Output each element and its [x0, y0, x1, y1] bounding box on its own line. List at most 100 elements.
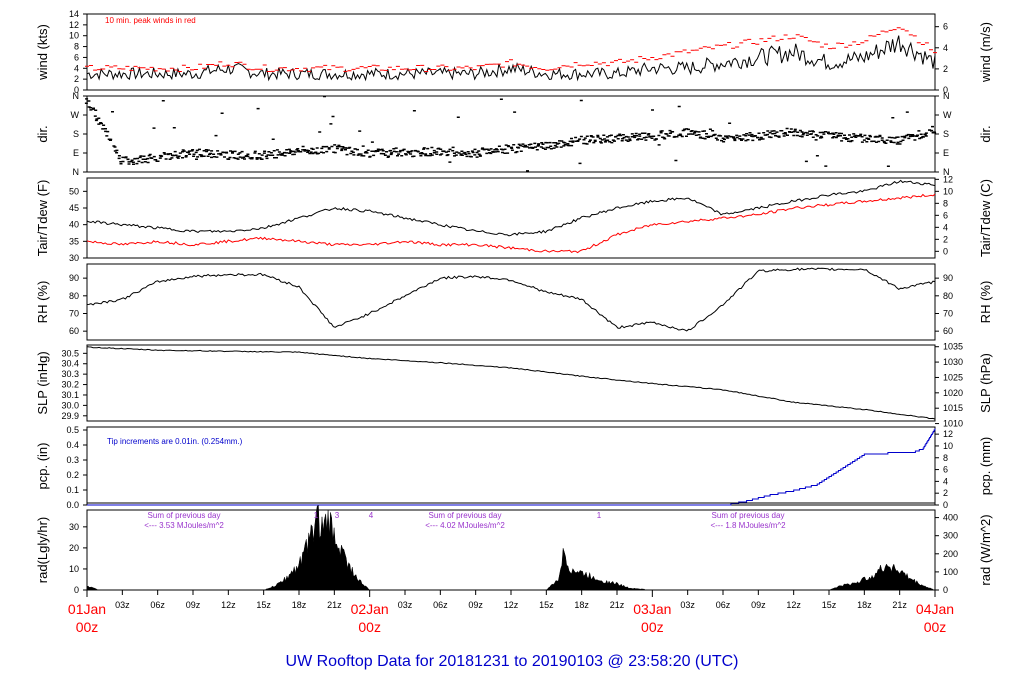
x-day-time: 00z — [358, 619, 381, 635]
y-axis-label-right: pcp. (mm) — [978, 437, 993, 496]
panel-frame — [86, 177, 936, 259]
left-tick-label: 0.5 — [66, 425, 79, 435]
right-tick-label: 2 — [943, 488, 948, 498]
right-tick-label: 4 — [943, 222, 948, 232]
x-tick-label: 18z — [292, 600, 307, 610]
x-tick-label: 06z — [433, 600, 448, 610]
right-tick-label: 200 — [943, 549, 958, 559]
left-tick-label: 10 — [69, 564, 79, 574]
series-wind-direction — [84, 95, 937, 172]
x-tick-label: 21z — [327, 600, 342, 610]
right-tick-label: 90 — [943, 273, 953, 283]
x-day-date: 03Jan — [633, 601, 671, 617]
x-tick-label: 15z — [256, 600, 271, 610]
radiation-sum-value: <--- 3.53 MJoules/m^2 — [144, 521, 224, 530]
x-tick-label: 21z — [610, 600, 625, 610]
panel-frame — [86, 13, 936, 91]
panel-pcp: 0.0 0.1 0.2 0.3 0.4 0.5 0 2 46 8 10 12 pcp. (in) pcp.… — [35, 425, 993, 510]
radiation-mark: 1 — [314, 511, 319, 520]
x-day-date: 02Jan — [351, 601, 389, 617]
x-tick-label: 12z — [786, 600, 801, 610]
x-axis: 03z 06z 09z 12z 15z 18z 21z 03z 06z 09z 12z 15z 18z 2… — [68, 590, 954, 635]
wind-annotation: 10 min. peak winds in red — [105, 16, 196, 25]
x-tick-label: 15z — [822, 600, 837, 610]
right-tick-label: 0 — [943, 585, 948, 595]
right-tick-label: 2 — [943, 64, 948, 74]
left-tick-label: 70 — [69, 308, 79, 318]
left-tick-label: 29.9 — [61, 411, 79, 421]
x-tick-label: 12z — [504, 600, 519, 610]
series-tdew — [86, 193, 936, 254]
left-tick-label: 8 — [74, 42, 79, 52]
y-axis-label-left: Tair/Tdew (F) — [35, 180, 50, 257]
x-tick-label: 03z — [115, 600, 130, 610]
y-axis-label-right: RH (%) — [978, 281, 993, 324]
left-tick-label: 30.0 — [61, 400, 79, 410]
panel-frame — [86, 263, 936, 341]
left-tick-label: 6 — [74, 52, 79, 62]
series-slp — [86, 346, 936, 420]
right-tick-label: 80 — [943, 291, 953, 301]
right-tick-label: N — [943, 91, 950, 101]
left-tick-label: 50 — [69, 186, 79, 196]
x-day-time: 00z — [76, 619, 99, 635]
left-tick-label: 10 — [69, 31, 79, 41]
left-tick-label: N — [73, 91, 80, 101]
right-tick-label: N — [943, 167, 950, 177]
y-axis-label-right: Tair/Tdew (C) — [978, 179, 993, 257]
left-tick-label: 30.4 — [61, 359, 79, 369]
radiation-mark: 4 — [369, 511, 374, 520]
series-precip — [87, 428, 936, 506]
right-tick-label: 1025 — [943, 372, 963, 382]
right-tick-label: 6 — [943, 465, 948, 475]
right-tick-label: 100 — [943, 567, 958, 577]
x-tick-label: 15z — [539, 600, 554, 610]
left-tick-label: 14 — [69, 9, 79, 19]
left-tick-label: 30.5 — [61, 348, 79, 358]
left-tick-label: 12 — [69, 20, 79, 30]
x-tick-label: 06z — [716, 600, 731, 610]
left-tick-label: W — [71, 110, 80, 120]
left-tick-label: 40 — [69, 220, 79, 230]
right-tick-label: 8 — [943, 198, 948, 208]
left-tick-label: 30 — [69, 522, 79, 532]
x-tick-label: 12z — [221, 600, 236, 610]
left-tick-label: 90 — [69, 273, 79, 283]
left-tick-label: N — [73, 167, 80, 177]
radiation-sum-label: Sum of previous day — [148, 511, 221, 520]
left-tick-label: 0.4 — [66, 440, 79, 450]
right-tick-label: 1035 — [943, 342, 963, 352]
y-axis-label-right: wind (m/s) — [978, 22, 993, 83]
chart-title: UW Rooftop Data for 20181231 to 20190103… — [286, 653, 739, 670]
radiation-sum-label: Sum of previous day — [429, 511, 502, 520]
right-tick-label: 1015 — [943, 403, 963, 413]
x-tick-label: 09z — [186, 600, 201, 610]
precip-annotation: Tip increments are 0.01in. (0.254mm.) — [107, 437, 243, 446]
x-day-date: 01Jan — [68, 601, 106, 617]
y-axis-label-right: SLP (hPa) — [978, 353, 993, 413]
right-tick-label: E — [943, 148, 949, 158]
left-tick-label: 0.1 — [66, 485, 79, 495]
radiation-mark: 3 — [335, 511, 340, 520]
right-tick-label: 300 — [943, 531, 958, 541]
left-tick-label: S — [73, 129, 79, 139]
left-tick-label: 20 — [69, 543, 79, 553]
x-tick-label: 18z — [857, 600, 872, 610]
right-tick-label: 1020 — [943, 388, 963, 398]
left-tick-label: 2 — [74, 74, 79, 84]
y-axis-label-left: RH (%) — [35, 281, 50, 324]
x-tick-label: 18z — [574, 600, 589, 610]
y-axis-label-right: rad (W/m^2) — [978, 514, 993, 585]
x-tick-label: 09z — [468, 600, 483, 610]
left-tick-label: 30.2 — [61, 380, 79, 390]
right-tick-label: W — [943, 110, 952, 120]
left-tick-label: 0 — [74, 585, 79, 595]
left-tick-label: 60 — [69, 326, 79, 336]
right-tick-label: 6 — [943, 210, 948, 220]
y-axis-label-left: rad(Lgly/hr) — [35, 517, 50, 583]
right-tick-label: 0 — [943, 246, 948, 256]
left-tick-label: 30.3 — [61, 369, 79, 379]
x-tick-label: 09z — [751, 600, 766, 610]
